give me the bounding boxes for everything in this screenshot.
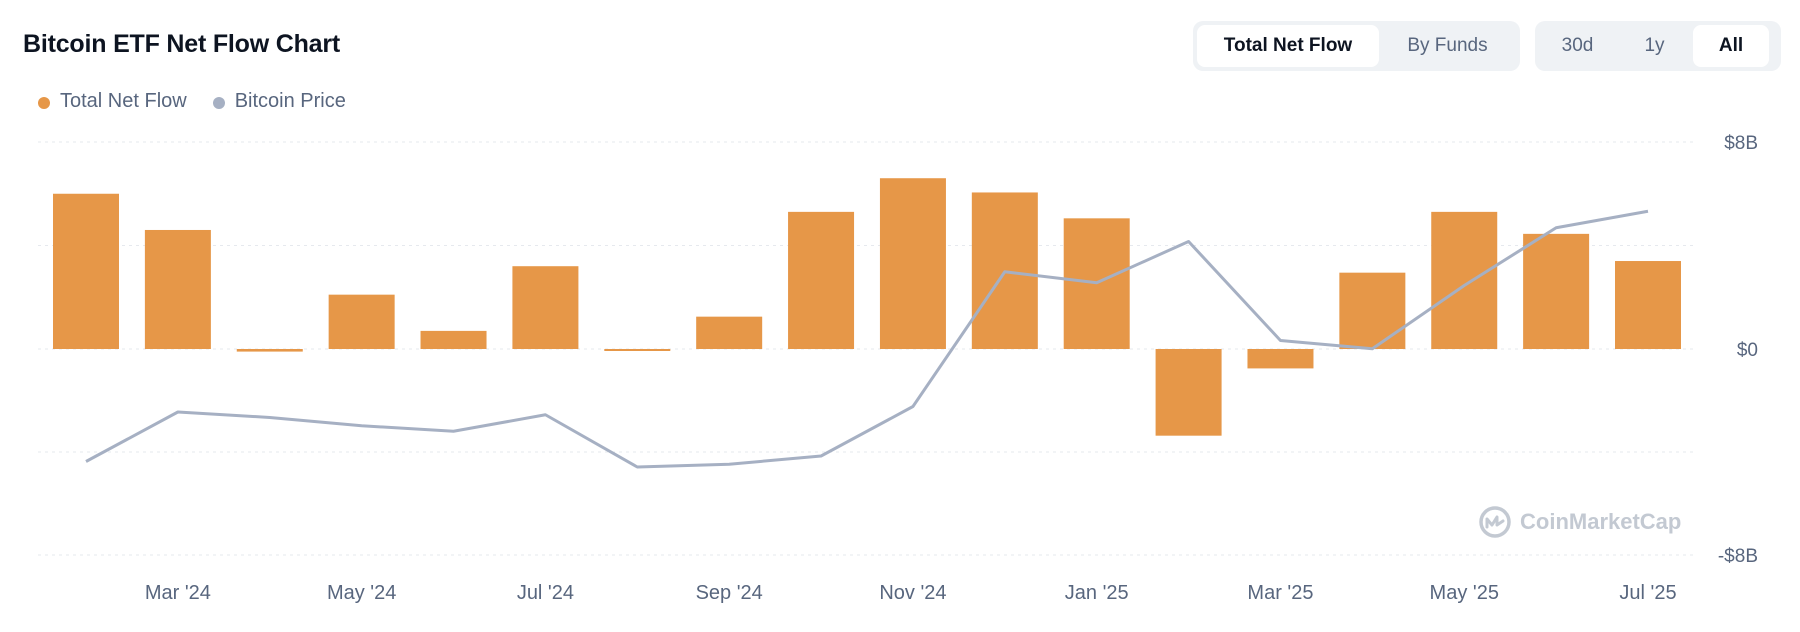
net-flow-bar-may25 [1431, 211, 1498, 349]
y-tick-label: $8B [1724, 133, 1758, 154]
net-flow-bar-apr25 [1339, 272, 1406, 349]
by-funds-button[interactable]: By Funds [1379, 25, 1516, 67]
range-1y-button[interactable]: 1y [1616, 25, 1693, 67]
bitcoin-price-line [85, 209, 1649, 469]
range-toggle: 30d 1y All [1535, 21, 1781, 71]
x-tick-label: Jan '25 [1065, 582, 1129, 604]
coinmarketcap-watermark: CoinMarketCap [1478, 505, 1681, 539]
chart-legend: Total Net Flow Bitcoin Price [38, 90, 346, 113]
net-flow-dot-icon [38, 97, 50, 109]
watermark-text: CoinMarketCap [1520, 509, 1682, 534]
net-flow-bar-sep24 [696, 316, 763, 349]
net-flow-bar-may24 [328, 294, 395, 349]
legend-label: Total Net Flow [60, 90, 187, 112]
x-tick-label: Mar '25 [1247, 582, 1313, 604]
net-flow-bar-oct24 [788, 211, 855, 349]
range-30d-button[interactable]: 30d [1539, 25, 1616, 67]
net-flow-bar-aug24 [604, 349, 671, 351]
chart-title: Bitcoin ETF Net Flow Chart [23, 30, 341, 58]
x-tick-label: May '24 [327, 582, 396, 604]
legend-item-net-flow[interactable]: Total Net Flow [38, 90, 187, 113]
view-toggle: Total Net Flow By Funds [1193, 21, 1520, 71]
coinmarketcap-logo-icon [1479, 506, 1511, 538]
net-flow-bar-jun25 [1523, 233, 1590, 349]
total-net-flow-button[interactable]: Total Net Flow [1197, 25, 1379, 67]
legend-item-bitcoin-price[interactable]: Bitcoin Price [212, 90, 346, 113]
legend-label: Bitcoin Price [234, 90, 346, 112]
x-tick-label: Jul '24 [517, 582, 574, 604]
net-flow-bar-jun24 [420, 330, 487, 349]
bitcoin-price-dot-icon [212, 97, 225, 109]
net-flow-bar-jul24 [512, 266, 579, 349]
net-flow-bar-jul25 [1615, 261, 1681, 349]
y-tick-label: $0 [1737, 340, 1758, 361]
net-flow-bar-mar24 [144, 229, 211, 349]
x-tick-label: Mar '24 [145, 582, 211, 604]
x-tick-label: May '25 [1430, 582, 1499, 604]
net-flow-bar-apr24 [236, 349, 303, 352]
x-tick-label: Sep '24 [696, 582, 763, 604]
net-flow-bar-feb24 [53, 193, 119, 349]
x-tick-label: Nov '24 [879, 582, 946, 604]
net-flow-bar-mar25 [1247, 349, 1314, 369]
range-all-button[interactable]: All [1693, 25, 1769, 67]
y-tick-label: -$8B [1718, 546, 1758, 567]
net-flow-bar-feb25 [1155, 349, 1222, 436]
net-flow-bar-nov24 [879, 178, 946, 349]
x-tick-label: Jul '25 [1619, 582, 1676, 604]
